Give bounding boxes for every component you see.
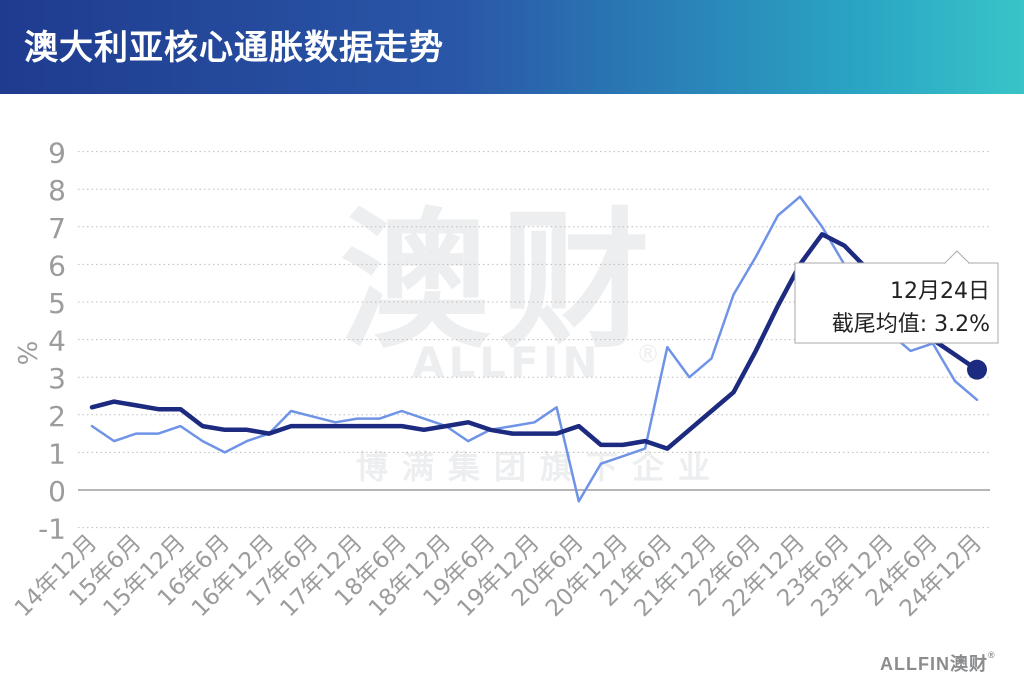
y-tick-label: 0 <box>48 475 66 508</box>
y-tick-label: 7 <box>48 212 66 245</box>
watermark-logo: 澳财 <box>340 195 661 369</box>
y-tick-label: -1 <box>38 513 66 546</box>
y-tick-label: 1 <box>48 437 66 470</box>
brand-english: ALLFIN <box>880 654 950 674</box>
y-tick-label: 8 <box>48 174 66 207</box>
header-banner: 澳大利亚核心通胀数据走势 <box>0 0 1024 94</box>
y-axis-label: % <box>14 341 44 366</box>
y-tick-label: 2 <box>48 400 66 433</box>
y-tick-label: 9 <box>48 137 66 170</box>
end-point-marker <box>967 359 987 380</box>
y-tick-label: 3 <box>48 362 66 395</box>
y-tick-label: 6 <box>48 249 66 282</box>
watermark-subtitle: 博满集团旗下企业 <box>356 448 725 486</box>
watermark-english: ALLFIN <box>412 338 602 387</box>
callout-box <box>794 262 999 344</box>
callout-pointer <box>944 250 970 264</box>
callout-value: 截尾均值: 3.2% <box>832 312 990 337</box>
line-chart: -10123456789%14年12月15年6月15年12月16年6月16年12… <box>10 137 999 622</box>
y-tick-label: 5 <box>48 287 66 320</box>
brand-logo: ALLFIN澳财® <box>880 650 996 676</box>
callout-date: 12月24日 <box>890 279 990 304</box>
brand-registered-mark: ® <box>987 650 996 660</box>
watermark-registered-mark: ® <box>636 340 660 368</box>
y-tick-label: 4 <box>48 325 66 358</box>
page-title: 澳大利亚核心通胀数据走势 <box>24 28 444 68</box>
series-line-trimmed-mean <box>89 232 980 451</box>
brand-chinese: 澳财 <box>949 654 988 674</box>
series-line-secondary <box>90 195 979 503</box>
